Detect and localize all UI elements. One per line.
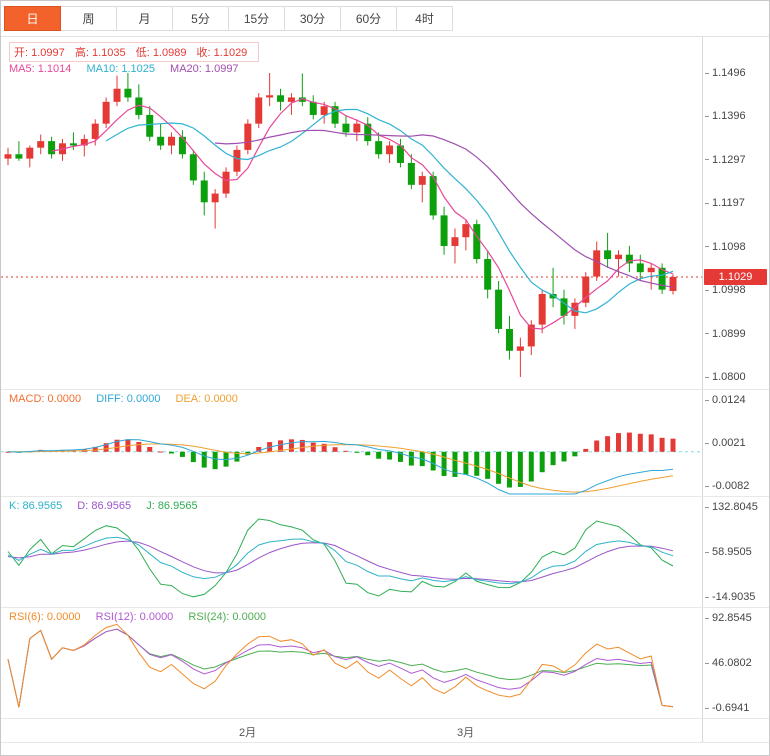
- y-axis-label: 58.9505: [703, 546, 769, 558]
- close-value: 1.1029: [213, 47, 248, 59]
- y-axis-label: 1.1396: [703, 110, 769, 122]
- rsi24-value-pair: RSI(24): 0.0000: [188, 611, 266, 623]
- tab-month[interactable]: 月: [116, 6, 173, 31]
- rsi12-value: 0.0000: [139, 611, 174, 623]
- high-label: 高:: [74, 47, 89, 59]
- macd-value: 0.0000: [47, 393, 82, 405]
- dea-label: DEA:: [175, 393, 202, 405]
- diff-value-pair: DIFF: 0.0000: [96, 393, 160, 405]
- y-axis-label: 1.0998: [703, 284, 769, 296]
- diff-value: 0.0000: [126, 393, 161, 405]
- tab-week[interactable]: 周: [60, 6, 117, 31]
- x-axis-labels: 2月 3月: [1, 719, 702, 742]
- tab-30min[interactable]: 30分: [284, 6, 341, 31]
- period-toolbar: 日 周 月 5分 15分 30分 60分 4时: [1, 1, 769, 37]
- ma5-readout: MA5: 1.1014: [9, 63, 71, 75]
- rsi12-label: RSI(12):: [95, 611, 137, 623]
- y-axis-label: -14.9035: [703, 591, 769, 603]
- ma20-readout: MA20: 1.0997: [170, 63, 239, 75]
- x-axis-label-mar: 3月: [457, 727, 475, 739]
- ma20-label: MA20:: [170, 63, 202, 75]
- rsi24-value: 0.0000: [232, 611, 267, 623]
- ma10-value: 1.1025: [121, 63, 155, 75]
- open-label: 开:: [14, 47, 29, 59]
- macd-value-pair: MACD: 0.0000: [9, 393, 81, 405]
- rsi12-value-pair: RSI(12): 0.0000: [96, 611, 174, 623]
- dea-value-pair: DEA: 0.0000: [176, 393, 238, 405]
- ma20-value: 1.0997: [204, 63, 239, 75]
- y-axis-label: 92.8545: [703, 612, 769, 624]
- price-axis: 1.1496 1.1396 1.1297 1.1197 1.1098 1.099…: [702, 37, 769, 389]
- x-axis-row: 2月 3月: [1, 719, 769, 743]
- y-axis-label: 1.0800: [703, 371, 769, 383]
- low-value: 1.0989: [152, 47, 187, 59]
- macd-panel-row: MACD: 0.0000 DIFF: 0.0000 DEA: 0.0000 0.…: [1, 390, 769, 497]
- y-axis-label: -0.0082: [703, 480, 769, 492]
- k-value-pair: K: 86.9565: [9, 500, 62, 512]
- macd-readout: MACD: 0.0000 DIFF: 0.0000 DEA: 0.0000: [9, 393, 250, 405]
- y-axis-label: 0.0124: [703, 394, 769, 406]
- d-label: D:: [77, 500, 89, 512]
- high-value: 1.1035: [91, 47, 126, 59]
- y-axis-label: 1.1098: [703, 241, 769, 253]
- j-value: 86.9565: [157, 500, 198, 512]
- y-axis-label: 1.1496: [703, 67, 769, 79]
- rsi24-label: RSI(24):: [188, 611, 230, 623]
- rsi-svg: [7, 623, 674, 708]
- kdj-readout: K: 86.9565 D: 86.9565 J: 86.9565: [9, 500, 210, 512]
- d-value: 86.9565: [91, 500, 132, 512]
- y-axis-label: -0.6941: [703, 702, 769, 714]
- candlestick-svg: [1, 73, 702, 377]
- rsi-panel-row: RSI(6): 0.0000 RSI(12): 0.0000 RSI(24): …: [1, 608, 769, 719]
- rsi6-label: RSI(6):: [9, 611, 44, 623]
- y-axis-label: 1.1297: [703, 154, 769, 166]
- macd-axis: 0.0124 0.0021 -0.0082: [702, 390, 769, 496]
- tab-60min[interactable]: 60分: [340, 6, 397, 31]
- tab-15min[interactable]: 15分: [228, 6, 285, 31]
- tab-4hour[interactable]: 4时: [396, 6, 453, 31]
- k-label: K:: [9, 500, 20, 512]
- rsi6-value-pair: RSI(6): 0.0000: [9, 611, 81, 623]
- ma10-label: MA10:: [86, 63, 119, 75]
- y-axis-label: 132.8045: [703, 501, 769, 513]
- kdj-svg: [7, 518, 674, 598]
- rsi-axis: 92.8545 46.0802 -0.6941: [702, 608, 769, 718]
- rsi6-value: 0.0000: [46, 611, 81, 623]
- y-axis-label: 0.0021: [703, 437, 769, 449]
- y-axis-label: 46.0802: [703, 657, 769, 669]
- dea-value: 0.0000: [204, 393, 238, 405]
- k-value: 86.9565: [22, 500, 63, 512]
- diff-label: DIFF:: [96, 393, 124, 405]
- current-price-badge: 1.1029: [704, 269, 767, 285]
- ma5-value: 1.1014: [37, 63, 72, 75]
- y-axis-label: 1.0899: [703, 328, 769, 340]
- macd-label: MACD:: [9, 393, 45, 405]
- ma5-label: MA5:: [9, 63, 35, 75]
- y-axis-label: 1.1197: [703, 197, 769, 209]
- low-label: 低:: [135, 47, 150, 59]
- j-label: J:: [146, 500, 155, 512]
- rsi-plot[interactable]: RSI(6): 0.0000 RSI(12): 0.0000 RSI(24): …: [1, 608, 702, 718]
- ma10-readout: MA10: 1.1025: [86, 63, 155, 75]
- tab-day[interactable]: 日: [4, 6, 61, 31]
- candlestick-plot[interactable]: 开: 1.0997 高: 1.1035 低: 1.0989 收: 1.1029 …: [1, 37, 702, 389]
- macd-plot[interactable]: MACD: 0.0000 DIFF: 0.0000 DEA: 0.0000: [1, 390, 702, 496]
- close-label: 收:: [196, 47, 211, 59]
- main-chart-row: 开: 1.0997 高: 1.1035 低: 1.0989 收: 1.1029 …: [1, 37, 769, 390]
- open-value: 1.0997: [31, 47, 65, 59]
- kdj-axis: 132.8045 58.9505 -14.9035: [702, 497, 769, 607]
- kdj-plot[interactable]: K: 86.9565 D: 86.9565 J: 86.9565: [1, 497, 702, 607]
- macd-svg: [1, 432, 702, 495]
- ohlc-readout: 开: 1.0997 高: 1.1035 低: 1.0989 收: 1.1029: [9, 42, 260, 62]
- rsi-readout: RSI(6): 0.0000 RSI(12): 0.0000 RSI(24): …: [9, 611, 278, 623]
- ma-readout: MA5: 1.1014 MA10: 1.1025 MA20: 1.0997: [9, 63, 251, 75]
- x-axis-label-feb: 2月: [239, 727, 257, 739]
- x-axis-corner: [702, 719, 769, 742]
- d-value-pair: D: 86.9565: [77, 500, 131, 512]
- bottom-spacer: [1, 743, 769, 755]
- kdj-panel-row: K: 86.9565 D: 86.9565 J: 86.9565 132.804…: [1, 497, 769, 608]
- tab-5min[interactable]: 5分: [172, 6, 229, 31]
- j-value-pair: J: 86.9565: [146, 500, 197, 512]
